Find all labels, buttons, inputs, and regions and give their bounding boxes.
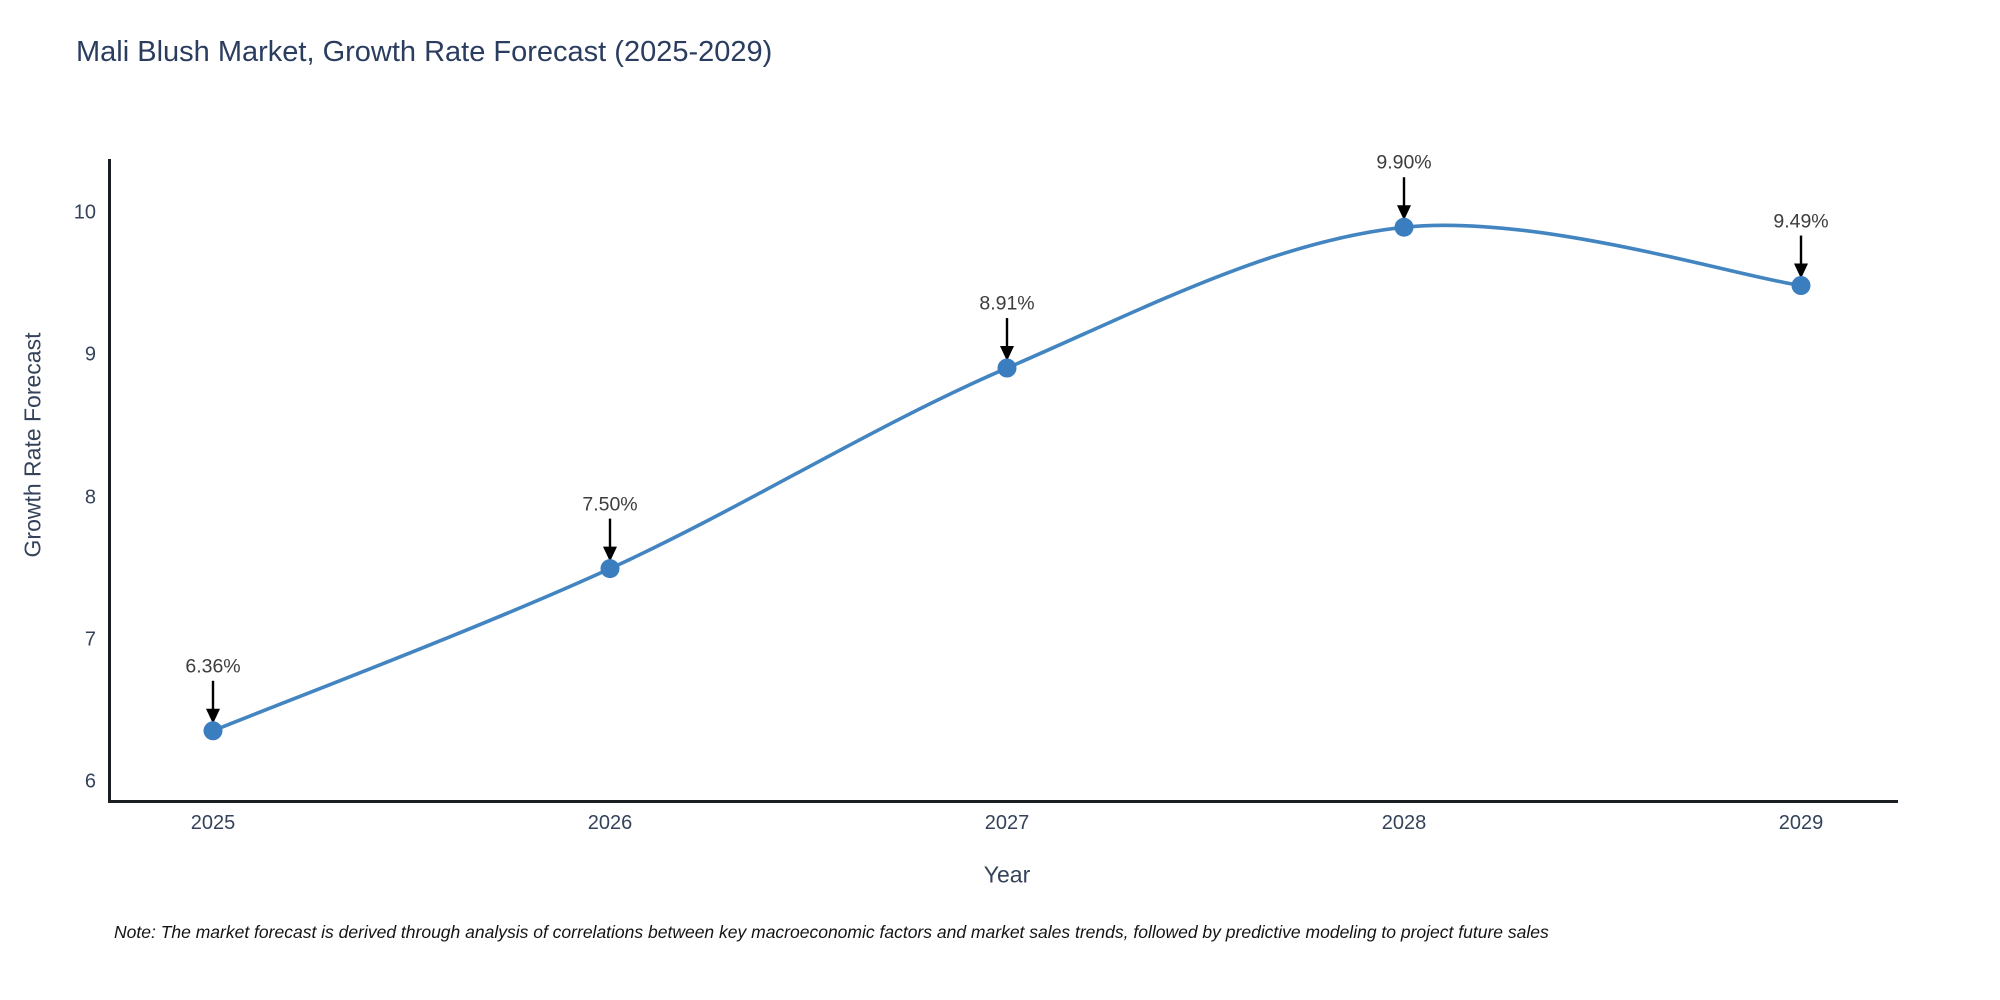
- x-tick-label: 2028: [1381, 812, 1427, 834]
- annotation-arrowhead: [1794, 263, 1808, 279]
- x-tick-label: 2026: [587, 812, 633, 834]
- annotation-arrowhead: [206, 708, 220, 724]
- data-point-marker: [1394, 217, 1414, 237]
- data-point-annotation: 9.49%: [1773, 210, 1829, 233]
- y-tick-label: 7: [84, 628, 96, 651]
- x-tick-label: 2027: [984, 812, 1030, 834]
- annotation-arrowhead: [603, 546, 617, 562]
- data-point-annotation: 6.36%: [185, 655, 241, 678]
- data-point-marker: [203, 721, 223, 741]
- data-point-annotation: 7.50%: [582, 493, 638, 516]
- data-point-annotation: 8.91%: [979, 292, 1035, 315]
- x-tick-label: 2029: [1778, 812, 1824, 834]
- y-tick-label: 6: [84, 770, 96, 793]
- chart-title: Mali Blush Market, Growth Rate Forecast …: [76, 36, 773, 68]
- y-tick-label: 8: [84, 486, 96, 508]
- data-point-annotation: 9.90%: [1376, 151, 1432, 174]
- y-tick-label: 9: [84, 343, 96, 366]
- y-tick-label: 10: [73, 201, 96, 224]
- x-axis-line: [108, 800, 1898, 803]
- x-axis-title: Year: [983, 861, 1031, 888]
- annotation-arrowhead: [1397, 205, 1411, 221]
- x-tick-label: 2025: [190, 812, 236, 834]
- data-point-marker: [600, 559, 620, 579]
- footnote: Note: The market forecast is derived thr…: [114, 922, 1549, 942]
- y-axis-line: [108, 159, 111, 803]
- annotation-arrowhead: [1000, 346, 1014, 362]
- data-point-marker: [1791, 276, 1811, 296]
- data-point-marker: [997, 358, 1017, 378]
